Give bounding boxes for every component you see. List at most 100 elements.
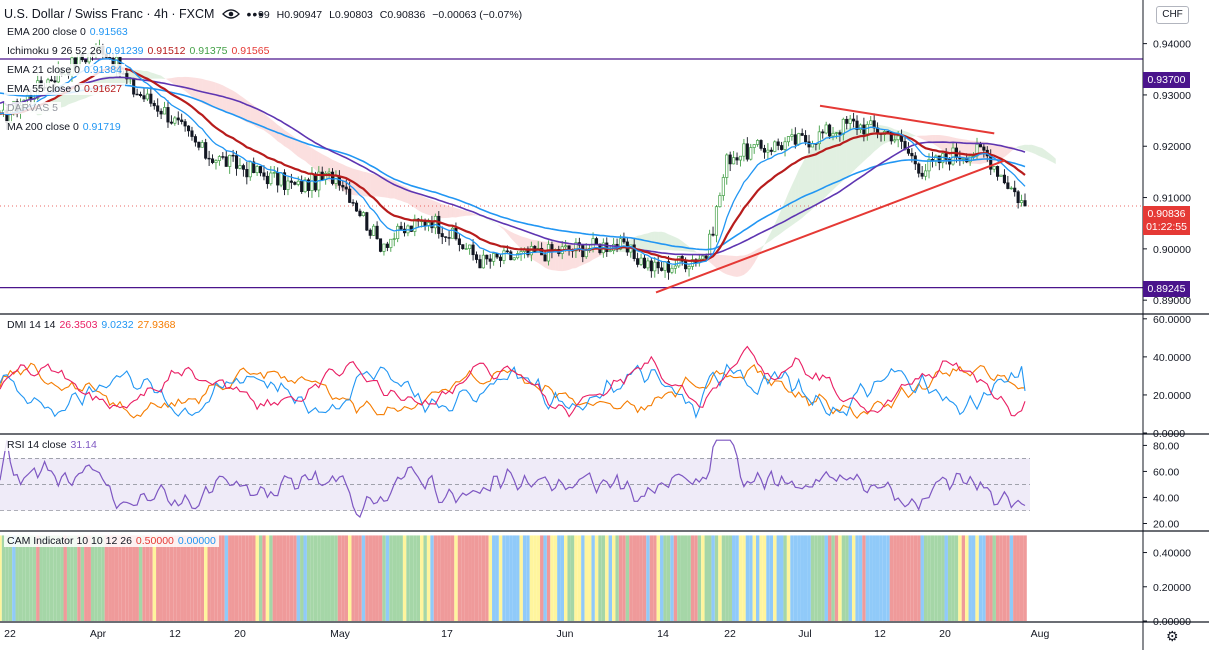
cam-bar bbox=[762, 535, 767, 621]
cam-bar bbox=[971, 535, 976, 621]
cam-bar bbox=[269, 535, 273, 621]
candle-body bbox=[454, 227, 458, 240]
cam-bar bbox=[265, 535, 270, 621]
cam-bar bbox=[937, 535, 942, 621]
cam-bar bbox=[756, 535, 760, 621]
cam-bar bbox=[577, 535, 582, 621]
cam-bar bbox=[862, 535, 866, 621]
cam-bar bbox=[793, 535, 798, 621]
cam-bar bbox=[978, 535, 983, 621]
x-tick-label: 17 bbox=[441, 628, 453, 640]
ichimoku-cloud-segment bbox=[448, 206, 453, 218]
more-options-icon[interactable]: ••• bbox=[246, 6, 265, 22]
cam-bar bbox=[173, 535, 177, 621]
ichimoku-cloud-segment bbox=[370, 173, 374, 197]
cam-bar bbox=[224, 535, 229, 621]
cam-bar bbox=[217, 535, 222, 621]
legend-ma200[interactable]: MA 200 close 0 0.91719 bbox=[4, 121, 124, 133]
currency-button[interactable]: CHF bbox=[1156, 6, 1189, 24]
ichimoku-cloud-segment bbox=[445, 204, 449, 218]
cam-bar bbox=[152, 535, 157, 621]
cam-bar bbox=[1019, 535, 1024, 621]
cam-bar bbox=[36, 535, 40, 621]
cam-bar bbox=[471, 535, 475, 621]
candle-body bbox=[293, 182, 297, 185]
cam-bar bbox=[293, 535, 297, 621]
candle-body bbox=[745, 143, 749, 160]
price-tick-label: 0.89000 bbox=[1153, 295, 1191, 307]
cam-bar bbox=[162, 535, 167, 621]
eye-icon[interactable] bbox=[222, 8, 241, 20]
legend-ema200[interactable]: EMA 200 close 0 0.91563 bbox=[4, 26, 131, 38]
candle-body bbox=[948, 159, 952, 165]
cam-bar bbox=[1023, 535, 1027, 621]
cam-bar bbox=[368, 535, 373, 621]
cam-bar bbox=[985, 535, 990, 621]
price-label-level-high: 0.93700 bbox=[1143, 72, 1190, 88]
candle-body bbox=[392, 238, 396, 240]
candle-body bbox=[262, 172, 266, 177]
candle-body bbox=[190, 130, 194, 137]
cam-bar bbox=[735, 535, 739, 621]
ichimoku-cloud-segment bbox=[795, 170, 799, 224]
legend-ichimoku[interactable]: Ichimoku 9 26 52 26 0.91239 0.91512 0.91375… bbox=[4, 45, 273, 57]
cam-bar bbox=[440, 535, 445, 621]
cam-bar bbox=[886, 535, 890, 621]
ichimoku-cloud-segment bbox=[668, 234, 672, 251]
x-tick-label: 22 bbox=[724, 628, 736, 640]
cam-bar bbox=[1009, 535, 1014, 621]
candle-body bbox=[481, 254, 485, 269]
ichimoku-cloud-segment bbox=[493, 221, 497, 225]
cam-bar bbox=[649, 535, 654, 621]
dmi-tick-label: 20.0000 bbox=[1153, 390, 1191, 402]
candle-body bbox=[855, 120, 859, 130]
cam-bar bbox=[982, 535, 986, 621]
dmi-legend[interactable]: DMI 14 14 26.3503 9.0232 27.9368 bbox=[4, 316, 179, 335]
cam-bar bbox=[625, 535, 630, 621]
ichimoku-cloud-segment bbox=[788, 185, 792, 228]
cam-bar bbox=[605, 535, 609, 621]
cam-bar bbox=[354, 535, 359, 621]
cam-bar bbox=[841, 535, 846, 621]
gear-icon[interactable]: ⚙ bbox=[1166, 628, 1179, 644]
ichimoku-cloud-segment bbox=[236, 92, 240, 119]
ichimoku-cloud-segment bbox=[154, 73, 158, 79]
cam-bar bbox=[653, 535, 657, 621]
cam-bar bbox=[817, 535, 822, 621]
legend-ema21[interactable]: EMA 21 close 0 0.91384 bbox=[4, 64, 125, 76]
ichimoku-cloud-segment bbox=[678, 238, 683, 252]
cam-bar bbox=[804, 535, 808, 621]
candle-body bbox=[684, 260, 688, 270]
candle-body bbox=[632, 244, 636, 259]
cam-legend[interactable]: CAM Indicator 10 10 12 26 0.50000 0.00000 bbox=[4, 532, 219, 551]
cam-bar bbox=[324, 535, 328, 621]
cam-bar bbox=[118, 535, 122, 621]
legend-ema55-label: EMA 55 close 0 bbox=[7, 83, 80, 95]
ichimoku-cloud-segment bbox=[736, 255, 741, 277]
ichimoku-cloud-segment bbox=[356, 169, 360, 196]
candle-body bbox=[166, 107, 170, 123]
legend-ema55[interactable]: EMA 55 close 0 0.91627 bbox=[4, 83, 125, 95]
legend-ichimoku-value-3: 0.91375 bbox=[189, 45, 228, 57]
cam-bar bbox=[1013, 535, 1017, 621]
cam-bar bbox=[697, 535, 702, 621]
cam-bar bbox=[855, 535, 859, 621]
candle-body bbox=[519, 251, 523, 254]
cam-bar bbox=[889, 535, 894, 621]
symbol-title[interactable]: U.S. Dollar / Swiss Franc · 4h · FXCM bbox=[4, 7, 215, 21]
cam-bar bbox=[245, 535, 249, 621]
candle-body bbox=[145, 93, 149, 100]
cam-bar bbox=[738, 535, 743, 621]
rsi-legend[interactable]: RSI 14 close 31.14 bbox=[4, 436, 100, 455]
candle-body bbox=[509, 251, 513, 261]
candle-body bbox=[221, 156, 225, 158]
candle-body bbox=[924, 170, 928, 177]
candle-body bbox=[265, 175, 269, 185]
cam-bar bbox=[169, 535, 174, 621]
cam-bar bbox=[502, 535, 506, 621]
ichimoku-cloud-segment bbox=[928, 135, 933, 144]
legend-darvas[interactable]: DARVAS 5 bbox=[4, 102, 61, 114]
cam-bar bbox=[166, 535, 170, 621]
rsi-label: RSI 14 close bbox=[7, 439, 67, 451]
